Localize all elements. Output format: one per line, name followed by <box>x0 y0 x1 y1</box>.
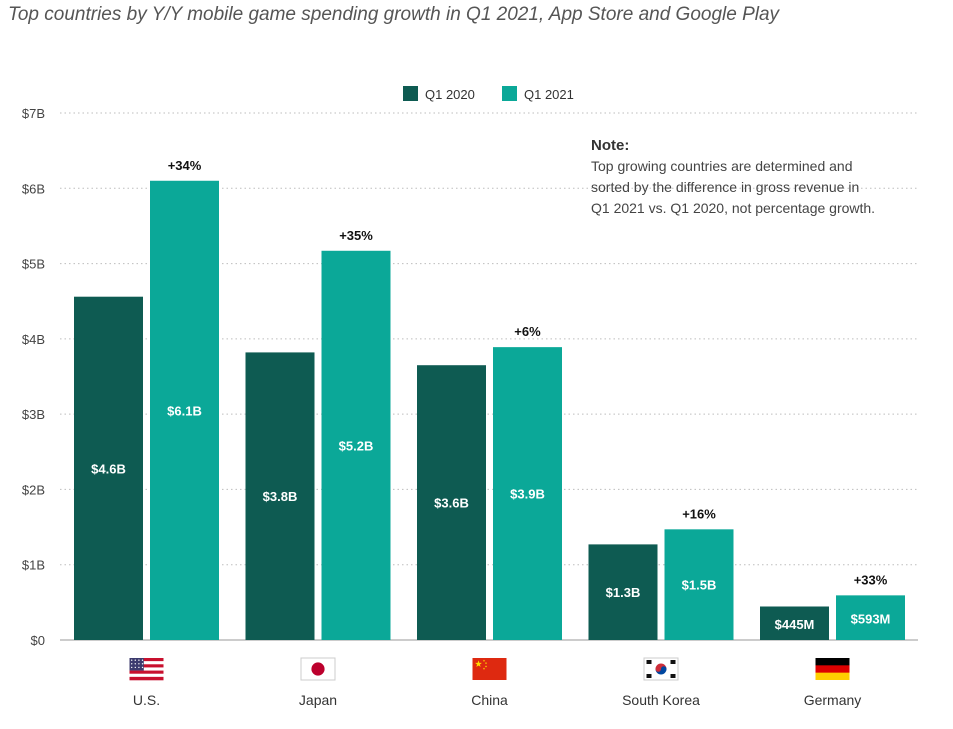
bar <box>836 595 905 640</box>
note-heading: Note: <box>591 137 630 154</box>
category-label: Japan <box>299 692 337 708</box>
legend-label: Q1 2021 <box>524 87 574 102</box>
category-label: Germany <box>804 692 862 708</box>
category-label: U.S. <box>133 692 160 708</box>
y-tick-label: $7B <box>22 106 45 121</box>
legend-swatch <box>403 86 418 101</box>
bar-value-label: $1.3B <box>606 585 641 600</box>
category-label: China <box>471 692 508 708</box>
bar-value-label: $445M <box>775 617 815 632</box>
bar-value-label: $3.9B <box>510 487 545 502</box>
growth-label: +6% <box>514 324 541 339</box>
bar <box>664 529 734 640</box>
legend-swatch <box>502 86 517 101</box>
bar-value-label: $4.6B <box>91 461 126 476</box>
y-tick-label: $4B <box>22 332 45 347</box>
bar <box>417 365 486 640</box>
y-tick-label: $0 <box>31 633 45 648</box>
bar <box>493 347 562 640</box>
bar-value-label: $593M <box>851 612 891 627</box>
growth-label: +35% <box>339 228 373 243</box>
south-korea-flag-icon <box>643 657 679 681</box>
japan-flag-icon <box>300 657 336 681</box>
legend-label: Q1 2020 <box>425 87 475 102</box>
bar-value-label: $6.1B <box>167 403 202 418</box>
bar-value-label: $5.2B <box>339 438 374 453</box>
bar <box>588 544 658 640</box>
y-tick-label: $5B <box>22 257 45 272</box>
bar <box>74 296 143 640</box>
bar <box>321 250 391 640</box>
bar <box>760 606 829 640</box>
growth-label: +34% <box>168 158 202 173</box>
y-tick-label: $2B <box>22 482 45 497</box>
china-flag-icon <box>472 658 507 680</box>
note-box: Note: Top growing countries are determin… <box>591 135 881 219</box>
y-tick-label: $6B <box>22 181 45 196</box>
us-flag-icon <box>129 658 164 681</box>
bar <box>245 352 315 640</box>
note-text: Top growing countries are determined and… <box>591 158 876 216</box>
bar <box>150 180 219 640</box>
growth-label: +33% <box>854 572 888 587</box>
chart-title: Top countries by Y/Y mobile game spendin… <box>8 4 780 25</box>
y-tick-label: $1B <box>22 558 45 573</box>
growth-label: +16% <box>682 506 716 521</box>
category-label: South Korea <box>622 692 700 708</box>
y-tick-label: $3B <box>22 407 45 422</box>
germany-flag-icon <box>815 658 850 680</box>
bar-value-label: $3.6B <box>434 496 469 511</box>
bar-value-label: $1.5B <box>682 578 717 593</box>
bar-value-label: $3.8B <box>263 489 298 504</box>
